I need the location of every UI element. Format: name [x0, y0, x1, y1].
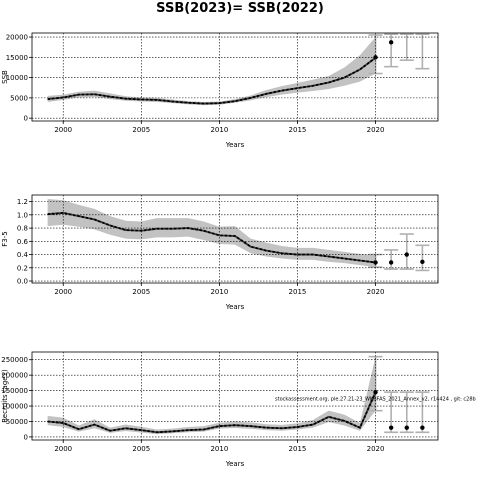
forecast-point-2020: [373, 260, 378, 265]
forecast-point-2023: [420, 259, 425, 265]
forecast-point-2020: [373, 389, 378, 395]
y-tick-label: 15000: [6, 54, 28, 62]
forecast-interval-2022: [399, 33, 414, 61]
y-tick-label: 100000: [1, 403, 28, 411]
x-axis-label: Years: [225, 460, 245, 468]
y-tick-label: 0.0: [17, 278, 28, 286]
plot-frame: [31, 32, 439, 122]
y-tick-label: 0.2: [17, 264, 28, 272]
x-axis-label: Years: [225, 141, 245, 149]
x-tick-label: 2010: [210, 288, 228, 296]
x-tick-label: 2015: [289, 126, 307, 134]
panel-2: 2000 2005 2010 2015 2020 0.0 0.2 0.4 0.6 0.8 1.0 1.…: [1, 194, 439, 311]
forecast-point-2022: [404, 425, 409, 430]
figure-title: SSB(2023)= SSB(2022): [156, 1, 324, 16]
y-tick-label: 0: [24, 115, 28, 123]
forecast-interval-2023: [415, 33, 430, 70]
y-tick-label: 250000: [1, 356, 28, 364]
confidence-band: [47, 356, 376, 435]
forecast-point-2022: [404, 252, 409, 257]
plot-frame: [31, 194, 439, 284]
y-tick-label: 1.0: [17, 211, 28, 219]
plot-frame: [31, 351, 439, 441]
panels: 2000 2005 2010 2015 202005000100001500020000…: [1, 32, 439, 468]
x-tick-label: 2015: [289, 445, 307, 453]
y-tick-label: 1.2: [17, 198, 28, 206]
y-tick-label: 50000: [6, 418, 28, 426]
y-tick-label: 10000: [6, 74, 28, 82]
y-tick-label: 0: [24, 433, 28, 441]
forecast-point-2023: [420, 425, 425, 430]
x-tick-label: 2000: [54, 445, 72, 453]
forecast-interval-2022: [399, 233, 414, 270]
forecast-point-2021: [388, 40, 394, 45]
y-tick-label: 0.4: [17, 251, 29, 259]
y-tick-label: 150000: [1, 387, 28, 395]
estimate-line-dashed: [47, 391, 377, 434]
y-axis-label: Recruits (age1): [1, 369, 9, 423]
panel-1: 2000 2005 2010 2015 2020 0 5000 10000 15000 20000…: [1, 32, 439, 149]
forecast-interval-2021: [384, 249, 399, 270]
x-tick-label: 2000: [54, 288, 72, 296]
x-tick-label: 2005: [132, 126, 150, 134]
x-tick-label: 2010: [210, 126, 228, 134]
y-axis-label: SSB: [1, 70, 9, 84]
x-tick-label: 2020: [367, 445, 385, 453]
x-tick-label: 2020: [367, 126, 385, 134]
forecast-point-2020: [373, 55, 378, 60]
y-tick-label: 0.6: [17, 238, 29, 246]
x-tick-label: 2020: [367, 288, 385, 296]
y-tick-label: 0.8: [17, 225, 28, 233]
y-tick-label: 5000: [10, 94, 28, 102]
x-axis-label: Years: [225, 303, 245, 311]
forecast-point-2021: [388, 425, 394, 430]
forecast-interval-2021: [384, 33, 399, 68]
x-tick-label: 2005: [132, 288, 150, 296]
x-tick-label: 2005: [132, 445, 150, 453]
estimate-line-dashed: [47, 211, 376, 264]
forecast-interval-2020: [368, 355, 383, 412]
forecast-point-2021: [388, 260, 394, 265]
y-tick-label: 200000: [1, 372, 28, 380]
x-tick-label: 2000: [54, 126, 72, 134]
forecast-interval-2023: [415, 244, 430, 272]
source-annotation: stockassessment.org, ple.27.21-23_WKBFAS…: [275, 397, 476, 403]
estimate-line-dashed: [47, 57, 377, 105]
x-tick-label: 2015: [289, 288, 307, 296]
x-tick-label: 2010: [210, 445, 228, 453]
panel-3: 2000 2005 2010 2015 2020 0 50000 100000 150000 20…: [1, 351, 439, 468]
y-axis-label: F3-5: [1, 231, 9, 246]
y-tick-label: 20000: [6, 34, 28, 42]
